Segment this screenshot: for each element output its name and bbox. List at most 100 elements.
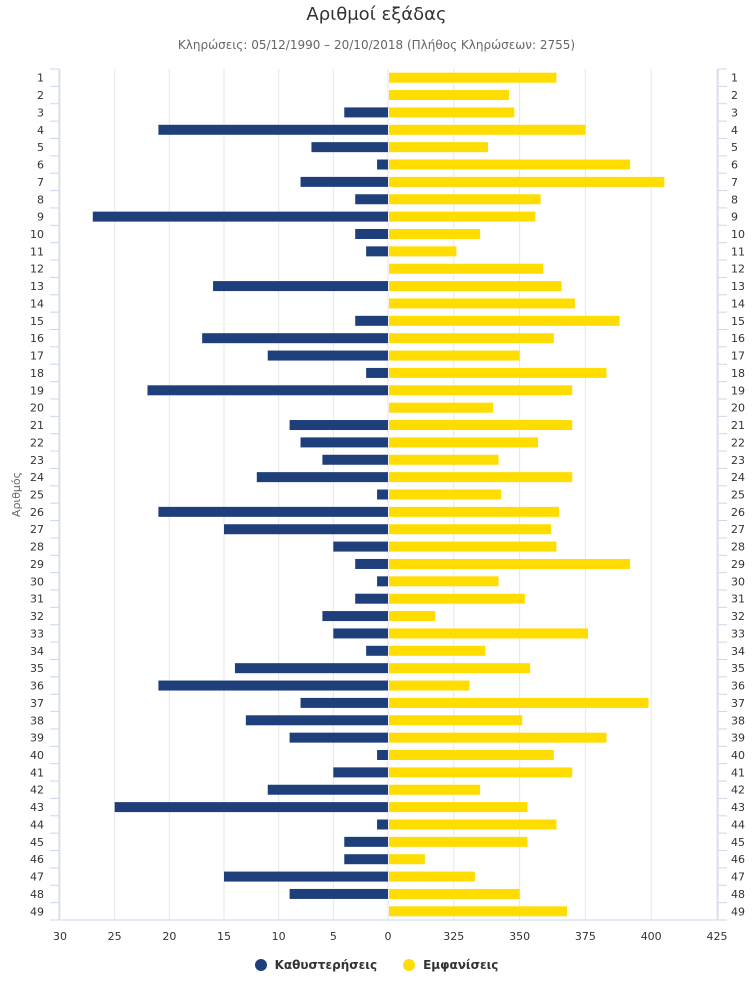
bar-appearances-17[interactable] — [389, 350, 520, 361]
bar-appearances-13[interactable] — [389, 281, 562, 292]
bar-appearances-24[interactable] — [389, 472, 573, 483]
bar-appearances-1[interactable] — [389, 72, 557, 83]
bar-appearances-41[interactable] — [389, 767, 573, 778]
bar-appearances-21[interactable] — [389, 420, 573, 431]
bar-appearances-35[interactable] — [389, 663, 531, 674]
bar-delays-33[interactable] — [333, 628, 388, 639]
bar-appearances-15[interactable] — [389, 315, 620, 326]
bar-appearances-19[interactable] — [389, 385, 573, 396]
bar-delays-27[interactable] — [224, 524, 388, 535]
category-label-left: 21 — [30, 419, 44, 432]
bar-delays-4[interactable] — [158, 124, 388, 135]
bar-appearances-14[interactable] — [389, 298, 575, 309]
bar-appearances-27[interactable] — [389, 524, 552, 535]
bar-delays-9[interactable] — [92, 211, 389, 222]
bar-delays-42[interactable] — [267, 784, 388, 795]
bar-delays-44[interactable] — [377, 819, 388, 830]
bar-appearances-10[interactable] — [389, 228, 481, 239]
bar-appearances-20[interactable] — [389, 402, 494, 413]
bar-delays-40[interactable] — [377, 750, 388, 761]
bar-delays-8[interactable] — [355, 194, 388, 205]
bar-appearances-40[interactable] — [389, 750, 554, 761]
bar-delays-34[interactable] — [366, 645, 388, 656]
bar-appearances-6[interactable] — [389, 159, 631, 170]
bar-delays-19[interactable] — [147, 385, 388, 396]
category-label-left: 10 — [30, 228, 44, 241]
bar-delays-31[interactable] — [355, 593, 388, 604]
bar-appearances-12[interactable] — [389, 263, 544, 274]
bar-delays-28[interactable] — [333, 541, 388, 552]
bar-appearances-34[interactable] — [389, 645, 486, 656]
bar-delays-47[interactable] — [224, 871, 388, 882]
bar-appearances-8[interactable] — [389, 194, 541, 205]
bar-delays-7[interactable] — [300, 176, 388, 187]
bar-appearances-46[interactable] — [389, 854, 425, 865]
bar-delays-25[interactable] — [377, 489, 388, 500]
bar-delays-43[interactable] — [114, 802, 389, 813]
chart-title: Αριθμοί εξάδας — [306, 4, 447, 25]
bar-appearances-37[interactable] — [389, 697, 649, 708]
bar-appearances-25[interactable] — [389, 489, 502, 500]
bar-delays-11[interactable] — [366, 246, 388, 257]
bar-delays-39[interactable] — [289, 732, 388, 743]
bar-appearances-26[interactable] — [389, 506, 560, 517]
bar-appearances-45[interactable] — [389, 836, 528, 847]
bar-appearances-42[interactable] — [389, 784, 481, 795]
bar-delays-37[interactable] — [300, 697, 388, 708]
bar-appearances-38[interactable] — [389, 715, 523, 726]
bar-appearances-11[interactable] — [389, 246, 457, 257]
bar-appearances-47[interactable] — [389, 871, 475, 882]
bar-appearances-31[interactable] — [389, 593, 525, 604]
legend-item-appearances[interactable]: Εμφανίσεις — [403, 958, 498, 972]
bar-delays-48[interactable] — [289, 888, 388, 899]
bar-appearances-9[interactable] — [389, 211, 536, 222]
bar-delays-15[interactable] — [355, 315, 388, 326]
bar-delays-32[interactable] — [322, 611, 388, 622]
bar-appearances-5[interactable] — [389, 142, 489, 153]
bar-delays-29[interactable] — [355, 558, 388, 569]
bar-delays-5[interactable] — [311, 142, 388, 153]
category-label-right: 9 — [731, 211, 738, 224]
bar-appearances-44[interactable] — [389, 819, 557, 830]
bar-appearances-23[interactable] — [389, 454, 499, 465]
bar-appearances-43[interactable] — [389, 802, 528, 813]
bar-delays-22[interactable] — [300, 437, 388, 448]
bar-appearances-3[interactable] — [389, 107, 515, 118]
bar-delays-35[interactable] — [234, 663, 388, 674]
bar-delays-16[interactable] — [202, 333, 388, 344]
bar-appearances-32[interactable] — [389, 611, 436, 622]
bar-appearances-48[interactable] — [389, 888, 520, 899]
bar-appearances-4[interactable] — [389, 124, 586, 135]
bar-delays-21[interactable] — [289, 420, 388, 431]
bar-appearances-33[interactable] — [389, 628, 589, 639]
bar-delays-13[interactable] — [213, 281, 388, 292]
category-label-left: 43 — [30, 801, 44, 814]
bar-appearances-7[interactable] — [389, 176, 665, 187]
bar-delays-3[interactable] — [344, 107, 388, 118]
bar-appearances-39[interactable] — [389, 732, 607, 743]
bar-appearances-28[interactable] — [389, 541, 557, 552]
bar-delays-45[interactable] — [344, 836, 388, 847]
bar-delays-36[interactable] — [158, 680, 388, 691]
legend-item-delays[interactable]: Καθυστερήσεις — [254, 958, 377, 972]
bar-delays-17[interactable] — [267, 350, 388, 361]
bar-delays-41[interactable] — [333, 767, 388, 778]
bar-appearances-2[interactable] — [389, 90, 510, 101]
bar-appearances-29[interactable] — [389, 558, 631, 569]
bar-appearances-16[interactable] — [389, 333, 554, 344]
bar-delays-6[interactable] — [377, 159, 388, 170]
bar-appearances-18[interactable] — [389, 367, 607, 378]
axes — [50, 68, 727, 921]
bar-delays-46[interactable] — [344, 854, 388, 865]
bar-delays-24[interactable] — [256, 472, 388, 483]
bar-appearances-49[interactable] — [389, 906, 567, 917]
bar-appearances-22[interactable] — [389, 437, 539, 448]
bar-delays-10[interactable] — [355, 228, 388, 239]
bar-delays-30[interactable] — [377, 576, 388, 587]
bar-delays-18[interactable] — [366, 367, 388, 378]
bar-delays-26[interactable] — [158, 506, 388, 517]
bar-delays-38[interactable] — [245, 715, 388, 726]
bar-appearances-36[interactable] — [389, 680, 470, 691]
bar-delays-23[interactable] — [322, 454, 388, 465]
bar-appearances-30[interactable] — [389, 576, 499, 587]
